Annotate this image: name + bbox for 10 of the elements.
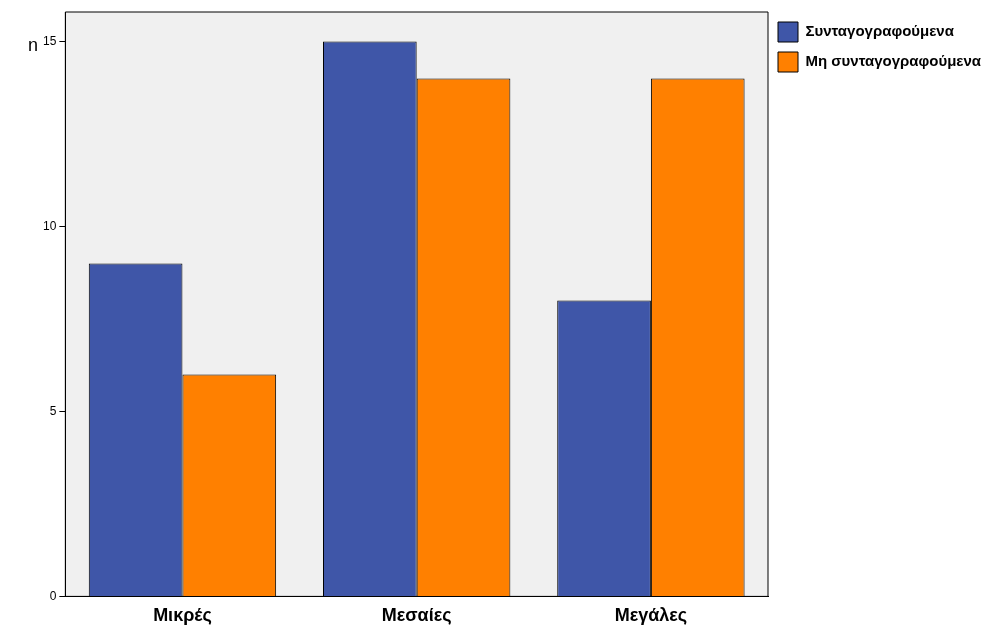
x-tick-label: Μεγάλες: [614, 605, 688, 626]
y-tick-label: 10: [42, 218, 57, 233]
legend-label: Συνταγογραφούμενα: [805, 22, 955, 40]
y-tick-label: 0: [49, 588, 57, 603]
y-axis-title: n: [27, 34, 38, 55]
y-tick-label: 5: [49, 403, 57, 418]
y-tick-label: 15: [42, 33, 57, 48]
legend-label: Μη συνταγογραφούμενα: [805, 52, 982, 70]
x-tick-label: Μεσαίες: [381, 605, 452, 626]
x-tick-label: Μικρές: [153, 605, 212, 626]
